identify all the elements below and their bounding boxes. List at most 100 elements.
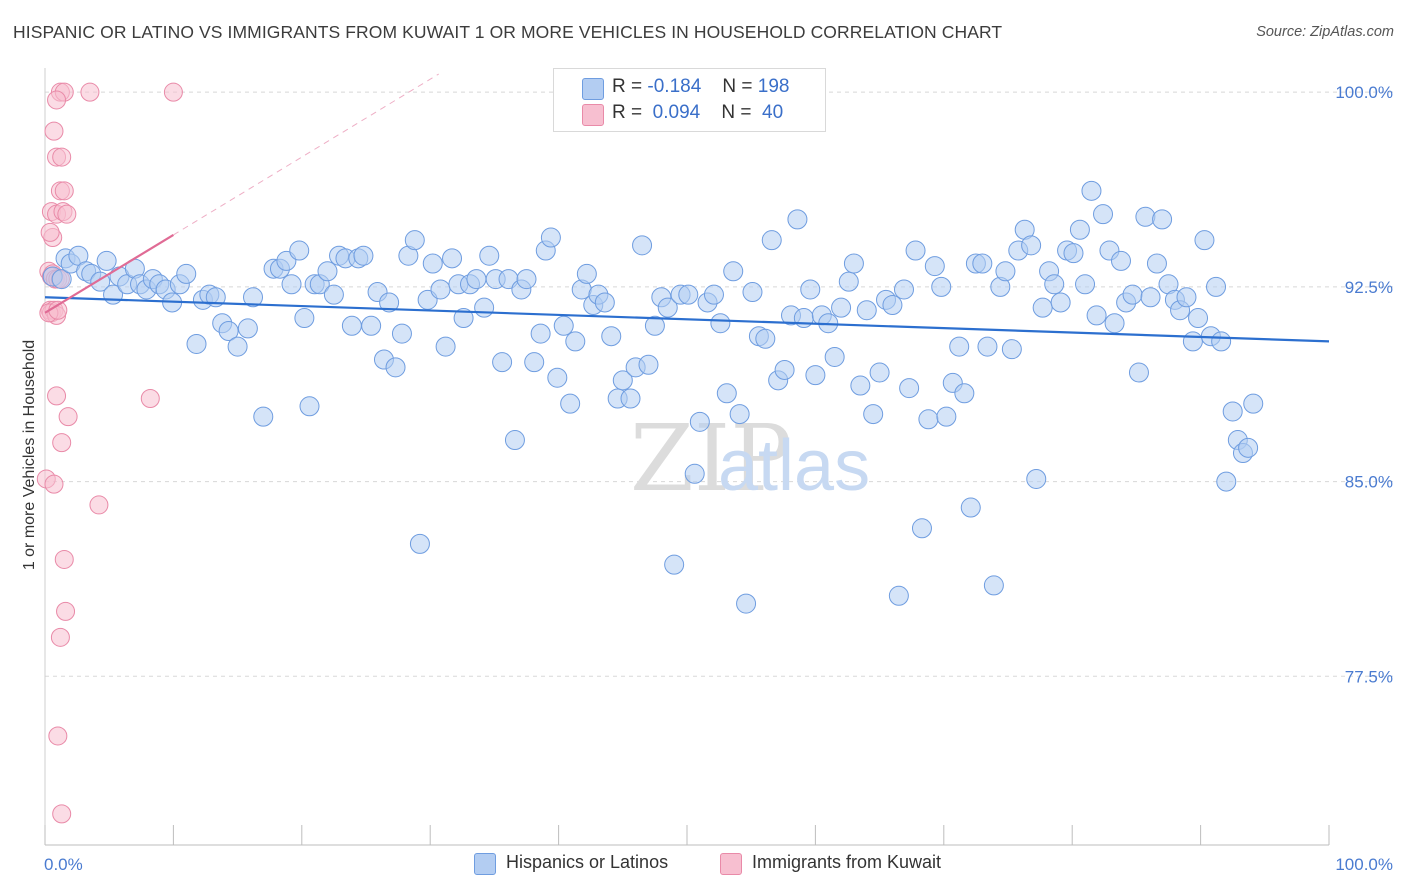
data-point-kuwait [44,474,64,494]
data-point-hispanics [1032,297,1053,318]
n-label: N = [721,102,752,123]
data-point-hispanics [560,393,581,414]
data-point-hispanics [684,463,705,484]
data-point-hispanics [843,253,864,274]
data-point-hispanics [1075,274,1096,295]
data-point-hispanics [954,383,975,404]
data-point-hispanics [530,323,551,344]
data-point-hispanics [936,406,957,427]
data-point-hispanics [594,292,615,313]
data-point-hispanics [905,240,926,261]
data-point-hispanics [850,375,871,396]
data-point-hispanics [856,300,877,321]
data-point-hispanics [1122,284,1143,305]
source-label: Source: ZipAtlas.com [1256,24,1394,40]
r-label: R = [612,102,643,123]
data-point-hispanics [1135,206,1156,227]
data-point-hispanics [294,308,315,329]
data-point-hispanics [949,336,970,357]
data-point-hispanics [911,518,932,539]
data-point-hispanics [253,406,274,427]
data-point-hispanics [323,284,344,305]
data-point-hispanics [385,357,406,378]
legend-swatch-pink [720,853,742,875]
data-point-kuwait [40,222,60,242]
legend-swatch-blue [474,853,496,875]
data-point-hispanics [689,411,710,432]
data-point-hispanics [601,326,622,347]
data-point-hispanics [1188,308,1209,329]
data-point-hispanics [1050,292,1071,313]
data-point-hispanics [1093,204,1114,225]
y-tick-label: 77.5% [1345,667,1393,686]
data-point-hispanics [1104,313,1125,334]
data-point-hispanics [466,269,487,290]
y-axis-label: 1 or more Vehicles in Household [21,339,38,571]
data-point-hispanics [612,370,633,391]
data-point-hispanics [869,362,890,383]
data-point-hispanics [977,336,998,357]
data-point-hispanics [379,292,400,313]
data-point-kuwait [54,181,74,201]
data-point-kuwait [52,433,72,453]
y-tick-label: 92.5% [1345,278,1393,297]
data-point-hispanics [755,328,776,349]
data-point-hispanics [430,279,451,300]
x-tick-label: 0.0% [44,855,83,874]
data-point-hispanics [1001,339,1022,360]
data-point-hispanics [96,250,117,271]
data-point-kuwait [163,82,183,102]
data-point-hispanics [422,253,443,274]
legend-stats: R = -0.184 N = 198 R = 0.094 N = 40 [553,68,826,132]
data-point-hispanics [644,315,665,336]
chart-title: HISPANIC OR LATINO VS IMMIGRANTS FROM KU… [13,22,1003,42]
data-point-hispanics [1110,250,1131,271]
data-point-hispanics [893,279,914,300]
data-point-kuwait [140,388,160,408]
data-point-hispanics [761,230,782,251]
data-point-hispanics [1238,437,1259,458]
legend-label: Immigrants from Kuwait [752,852,942,872]
data-point-hispanics [1063,243,1084,264]
data-point-hispanics [299,396,320,417]
data-point-hispanics [831,297,852,318]
data-point-hispanics [51,269,72,290]
data-point-hispanics [1044,274,1065,295]
data-point-hispanics [723,261,744,282]
data-point-hispanics [281,274,302,295]
data-point-hispanics [1216,471,1237,492]
data-point-hispanics [888,585,909,606]
data-point-hispanics [404,230,425,251]
trend-lines [44,73,1330,343]
y-tick-labels: 100.0% 92.5% 85.0% 77.5% [1335,83,1393,686]
y-tick-label: 100.0% [1335,83,1393,102]
series-hispanics-or-latinos [42,180,1264,614]
n-label: N = [722,76,753,97]
data-point-hispanics [453,308,474,329]
data-point-hispanics [492,352,513,373]
data-point-hispanics [409,533,430,554]
data-point-hispanics [540,227,561,248]
data-point-hispanics [703,284,724,305]
series-immigrants-from-kuwait [36,82,183,824]
data-point-hispanics [524,352,545,373]
legend-swatch-blue [582,78,604,100]
data-point-hispanics [657,297,678,318]
data-point-hispanics [995,261,1016,282]
data-point-hispanics [547,367,568,388]
trend-line-kuwait [44,234,174,314]
data-point-hispanics [805,365,826,386]
data-point-hispanics [218,321,239,341]
data-point-kuwait [48,726,68,746]
data-point-hispanics [353,245,374,266]
data-point-hispanics [918,409,939,430]
data-point-hispanics [736,593,757,614]
data-point-hispanics [664,554,685,575]
data-point-hispanics [632,235,653,256]
data-point-hispanics [1194,230,1215,251]
data-point-hispanics [176,263,197,284]
data-point-hispanics [1128,362,1149,383]
data-point-hispanics [774,359,795,380]
data-point-hispanics [620,388,641,409]
